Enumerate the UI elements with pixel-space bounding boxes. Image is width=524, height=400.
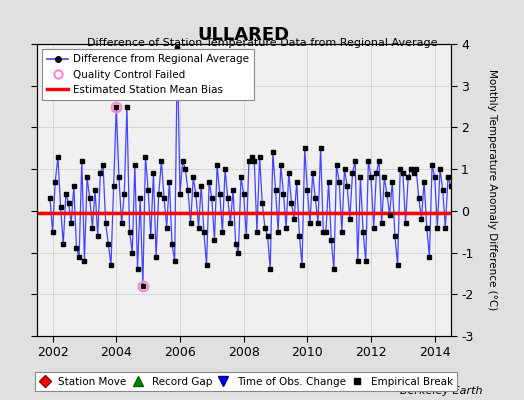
Text: Difference of Station Temperature Data from Regional Average: Difference of Station Temperature Data f… (87, 38, 437, 48)
Legend: Difference from Regional Average, Quality Control Failed, Estimated Station Mean: Difference from Regional Average, Qualit… (42, 49, 254, 100)
Y-axis label: Monthly Temperature Anomaly Difference (°C): Monthly Temperature Anomaly Difference (… (487, 69, 497, 311)
Title: ULLARED: ULLARED (198, 26, 290, 44)
Text: Berkeley Earth: Berkeley Earth (400, 386, 482, 396)
Legend: Station Move, Record Gap, Time of Obs. Change, Empirical Break: Station Move, Record Gap, Time of Obs. C… (35, 372, 457, 391)
